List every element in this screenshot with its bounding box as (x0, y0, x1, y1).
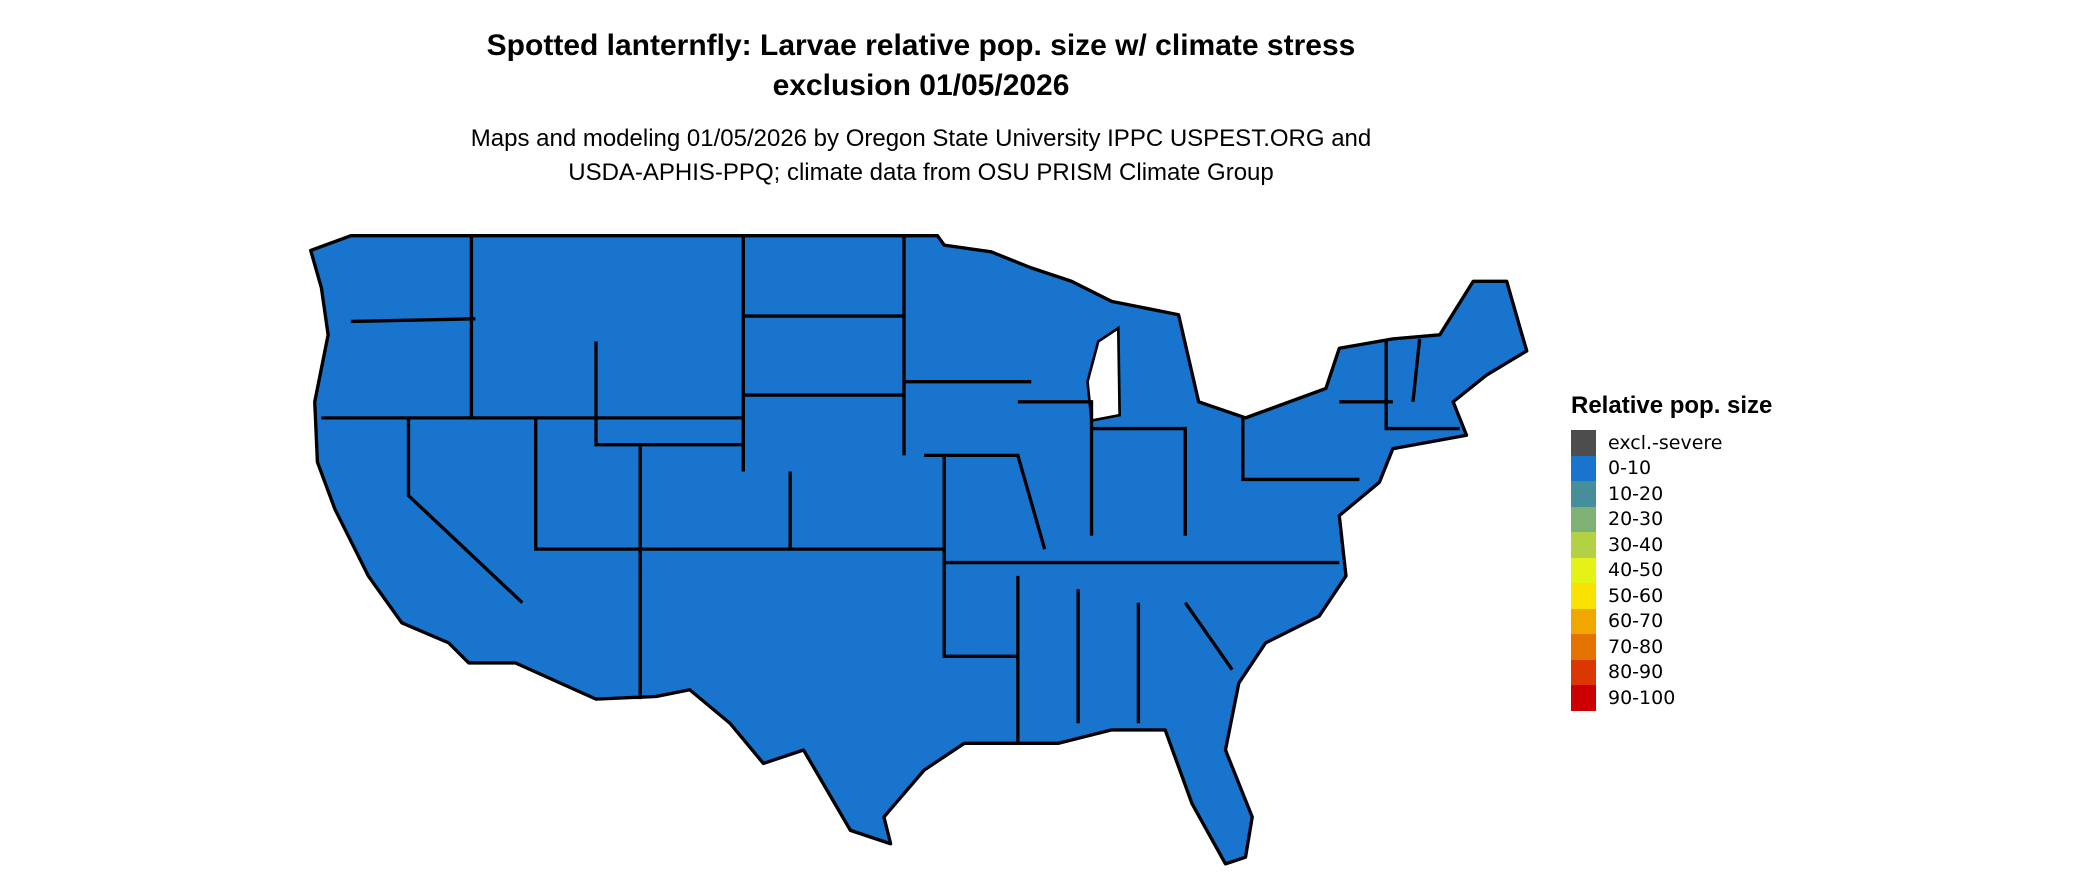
legend-swatch (1571, 506, 1596, 532)
legend-swatch (1571, 685, 1596, 711)
legend-swatch (1571, 608, 1596, 634)
title-line-2: exclusion 01/05/2026 (772, 69, 1070, 102)
map-subtitle: Maps and modeling 01/05/2026 by Oregon S… (0, 122, 1842, 190)
legend-label: 70-80 (1608, 635, 1664, 658)
legend-item: 90-100 (1571, 685, 1772, 711)
legend-swatch (1571, 532, 1596, 558)
subtitle-line-2: USDA-APHIS-PPQ; climate data from OSU PR… (568, 159, 1274, 186)
legend-label: 10-20 (1608, 482, 1664, 505)
legend-label: 80-90 (1608, 661, 1664, 684)
legend-item: 80-90 (1571, 659, 1772, 685)
legend-title: Relative pop. size (1571, 392, 1773, 419)
legend-label: 40-50 (1608, 559, 1664, 582)
legend-item: 40-50 (1571, 557, 1772, 583)
legend-swatch (1571, 583, 1596, 609)
legend-label: 30-40 (1608, 533, 1664, 556)
legend-label: 20-30 (1608, 508, 1664, 531)
legend-items: excl.-severe 0-10 10-20 20-30 30-40 40-50 50-6… (1571, 430, 1772, 711)
legend-item: 20-30 (1571, 506, 1772, 532)
lake-michigan (1086, 325, 1121, 423)
legend-item: 70-80 (1571, 634, 1772, 660)
state-borders (321, 235, 1460, 744)
title-line-1: Spotted lanternfly: Larvae relative pop.… (486, 29, 1356, 62)
legend-item: 0-10 (1571, 455, 1772, 481)
legend-item: 30-40 (1571, 532, 1772, 558)
legend-item: 10-20 (1571, 481, 1772, 507)
legend-label: excl.-severe (1608, 431, 1723, 454)
legend-item: excl.-severe (1571, 430, 1772, 456)
legend: Relative pop. size excl.-severe 0-10 10-20… (1571, 392, 1772, 711)
legend-label: 60-70 (1608, 610, 1664, 633)
legend-label: 50-60 (1608, 584, 1664, 607)
legend-label: 90-100 (1608, 686, 1676, 709)
subtitle-line-1: Maps and modeling 01/05/2026 by Oregon S… (470, 125, 1372, 152)
legend-swatch (1571, 659, 1596, 685)
legend-item: 50-60 (1571, 583, 1772, 609)
legend-swatch (1571, 481, 1596, 507)
legend-swatch (1571, 455, 1596, 481)
legend-label: 0-10 (1608, 457, 1652, 480)
map-title: Spotted lanternfly: Larvae relative pop.… (0, 26, 1842, 106)
legend-swatch (1571, 634, 1596, 660)
legend-swatch (1571, 430, 1596, 456)
legend-swatch (1571, 557, 1596, 583)
legend-item: 60-70 (1571, 608, 1772, 634)
